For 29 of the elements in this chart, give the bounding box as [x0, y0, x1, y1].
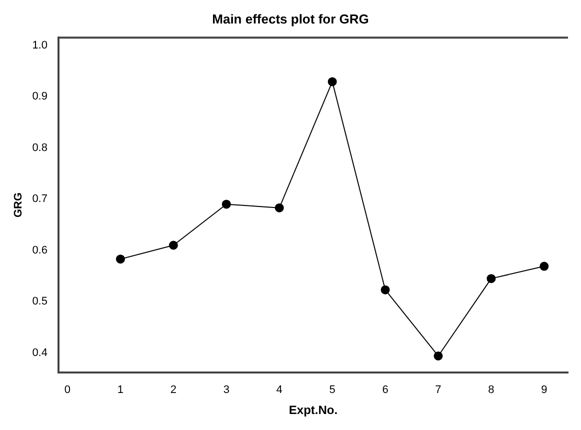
x-tick-label: 6 — [382, 384, 388, 396]
x-tick-label: 8 — [488, 384, 494, 396]
x-tick-label: 9 — [541, 384, 548, 396]
x-axis-title: Expt.No. — [288, 403, 338, 418]
point — [116, 254, 125, 264]
x-tick-label: 5 — [329, 384, 336, 396]
point — [222, 200, 231, 209]
y-tick-label: 0.8 — [32, 142, 48, 154]
x-tick-label: 1 — [117, 384, 124, 396]
chart-title: Main effects plot for GRG — [212, 11, 369, 26]
y-tick-label: 1.0 — [32, 39, 48, 52]
x-tick-label: 4 — [276, 384, 282, 396]
y-tick-label: 0.5 — [32, 296, 48, 308]
x-tick-label: 0 — [64, 384, 71, 396]
y-tick-label: 0.9 — [32, 90, 48, 103]
y-tick-label: 0.4 — [32, 346, 48, 359]
y-tick-label: 0.7 — [32, 193, 48, 206]
y-axis-title: GRG — [12, 192, 25, 218]
x-tick-label: 7 — [435, 384, 442, 396]
point — [380, 285, 390, 294]
point — [540, 262, 549, 271]
point — [434, 351, 443, 360]
x-tick-label: 3 — [223, 384, 230, 396]
point — [274, 203, 284, 212]
y-tick-label: 0.6 — [32, 244, 48, 256]
x-tick-label: 2 — [170, 384, 176, 396]
point — [486, 274, 496, 284]
point — [168, 240, 178, 250]
point — [328, 77, 337, 86]
